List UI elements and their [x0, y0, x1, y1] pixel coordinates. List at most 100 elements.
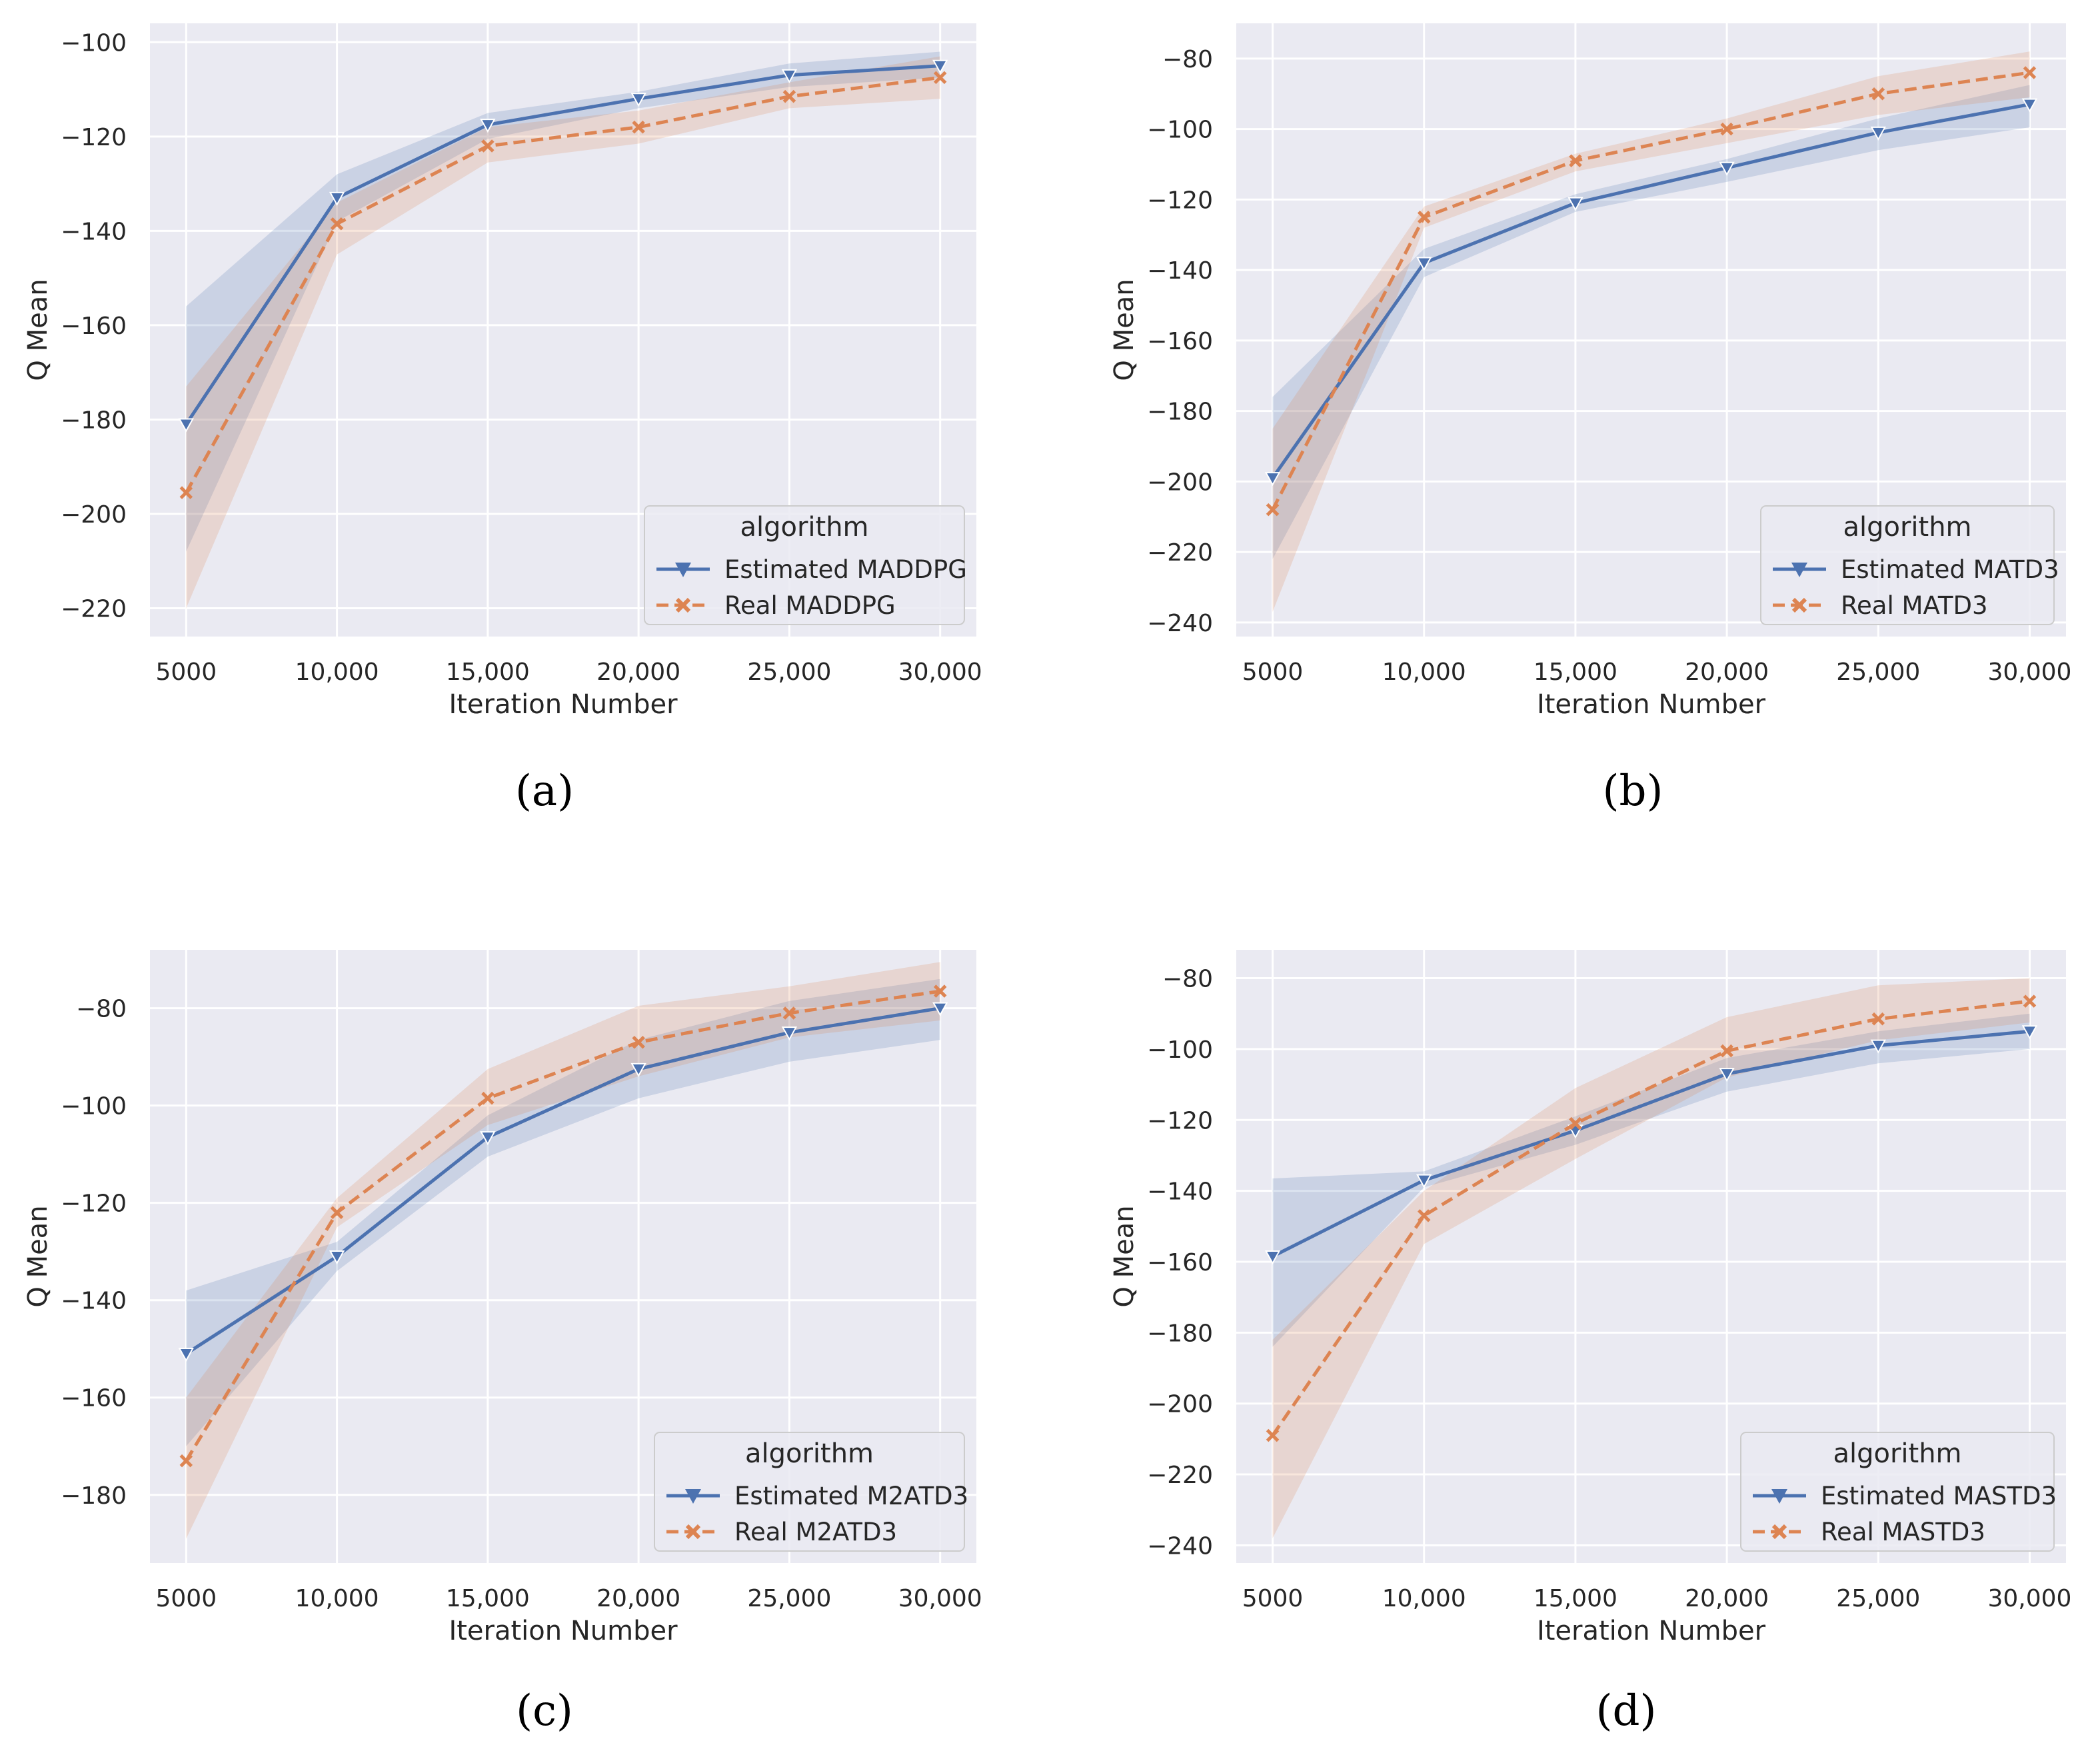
y-tick-label-d-0: −80 [1162, 966, 1213, 993]
legend-box-d [1740, 1432, 2055, 1552]
legend-box-c [654, 1432, 965, 1552]
y-tick-label-a-1: −120 [61, 124, 127, 151]
data-point-d-1-3 [1720, 1044, 1733, 1058]
data-point-b-0-3 [1719, 161, 1735, 176]
series-line-d-0 [1272, 1029, 2030, 1258]
y-tick-label-c-5: −180 [61, 1482, 127, 1510]
x-tick-label-b-0: 5000 [1242, 659, 1304, 686]
legend-label-c-1: Real M2ATD3 [734, 1518, 897, 1546]
x-axis-label-d: Iteration Number [1537, 1616, 1766, 1646]
data-point-d-1-4 [1871, 1012, 1885, 1026]
data-point-a-0-2 [480, 119, 496, 133]
legend-label-d-0: Estimated MASTD3 [1821, 1482, 2057, 1510]
legend-marker-d-0 [1771, 1489, 1787, 1504]
x-tick-label-c-5: 30,000 [898, 1585, 982, 1612]
legend-label-c-0: Estimated M2ATD3 [734, 1482, 968, 1510]
x-tick-label-c-1: 10,000 [295, 1585, 379, 1612]
legend-box-b [1760, 505, 2055, 625]
data-point-d-1-1 [1417, 1209, 1431, 1222]
chart-panel-a: −100 −120 −140 −160 −180 −200 −220 5000 10,000 15… [0, 0, 1050, 880]
x-tick-label-d-0: 5000 [1242, 1585, 1304, 1612]
x-tick-label-b-4: 25,000 [1836, 659, 1920, 686]
data-point-b-0-0 [1264, 472, 1281, 487]
data-point-d-0-1 [1416, 1174, 1432, 1188]
data-point-a-1-4 [782, 89, 796, 103]
y-tick-label-c-2: −120 [61, 1190, 127, 1218]
x-tick-label-a-5: 30,000 [898, 659, 982, 686]
legend-label-a-0: Estimated MADDPG [724, 555, 967, 584]
data-point-a-0-0 [178, 418, 195, 433]
data-point-d-1-0 [1266, 1428, 1280, 1442]
data-point-c-1-2 [481, 1091, 495, 1105]
legend-label-d-1: Real MASTD3 [1821, 1518, 1985, 1546]
legend-marker-d-1 [1771, 1524, 1787, 1540]
legend-title-c: algorithm [745, 1438, 874, 1469]
confidence-band-c-0 [186, 978, 940, 1446]
y-tick-label-a-2: −140 [61, 218, 127, 245]
legend-label-a-1: Real MADDPG [724, 591, 896, 620]
data-point-d-0-4 [1870, 1039, 1886, 1054]
x-axis-label-a: Iteration Number [449, 689, 678, 720]
caption-d: (d) [1595, 1686, 1657, 1736]
y-tick-label-b-5: −180 [1147, 399, 1213, 426]
x-axis-label-c: Iteration Number [449, 1616, 678, 1646]
caption-b: (b) [1602, 767, 1663, 816]
data-point-c-0-4 [781, 1026, 798, 1041]
x-tick-label-d-3: 20,000 [1685, 1585, 1769, 1612]
data-point-a-0-4 [781, 69, 798, 83]
confidence-band-a-1 [186, 56, 940, 609]
legend-box-a [644, 505, 965, 625]
data-point-c-1-3 [632, 1035, 645, 1049]
y-tick-label-d-3: −140 [1147, 1178, 1213, 1206]
chart-d-svg: −80 −100 −120 −140 −160 −180 −200 −220 −240 5000 1… [1109, 950, 2071, 1646]
y-tick-label-b-4: −160 [1147, 328, 1213, 355]
series-line-b-0 [1271, 103, 2030, 479]
y-tick-label-b-6: −200 [1147, 469, 1213, 496]
data-point-b-1-1 [1417, 211, 1431, 224]
data-point-b-0-5 [2021, 98, 2038, 113]
data-point-b-0-4 [1870, 126, 1886, 141]
data-point-c-1-0 [179, 1454, 193, 1468]
legend-marker-a-1 [675, 597, 691, 613]
y-tick-label-a-0: −100 [61, 29, 127, 57]
y-tick-label-d-5: −180 [1147, 1320, 1213, 1347]
y-tick-label-d-7: −220 [1147, 1462, 1213, 1489]
y-tick-label-d-1: −100 [1147, 1036, 1213, 1064]
y-tick-label-a-3: −160 [61, 313, 127, 340]
y-tick-label-c-1: −100 [61, 1093, 127, 1120]
y-axis-label-d: Q Mean [1109, 1205, 1140, 1307]
series-line-a-0 [185, 64, 940, 425]
y-tick-label-d-8: −240 [1147, 1532, 1213, 1560]
data-point-a-0-3 [630, 93, 646, 107]
legend-marker-b-1 [1791, 597, 1807, 613]
y-tick-label-b-1: −100 [1147, 117, 1213, 144]
x-tick-label-a-1: 10,000 [295, 659, 379, 686]
y-axis-label-b: Q Mean [1109, 279, 1140, 381]
x-tick-label-c-0: 5000 [155, 1585, 217, 1612]
x-tick-label-a-0: 5000 [155, 659, 217, 686]
y-tick-label-d-4: −160 [1147, 1249, 1213, 1276]
chart-panel-d: −80 −100 −120 −140 −160 −180 −200 −220 −240 5000 1… [1093, 926, 2100, 1760]
y-tick-label-d-6: −200 [1147, 1391, 1213, 1418]
data-point-a-0-5 [932, 59, 948, 74]
confidence-band-b-0 [1272, 85, 2030, 559]
legend-marker-a-0 [675, 563, 691, 577]
data-point-c-0-1 [329, 1250, 345, 1265]
legend-label-b-0: Estimated MATD3 [1841, 555, 2059, 584]
data-point-c-0-5 [932, 1002, 948, 1016]
x-tick-label-a-4: 25,000 [747, 659, 831, 686]
data-point-a-1-5 [933, 71, 947, 85]
data-point-a-1-3 [632, 120, 645, 134]
x-tick-label-a-3: 20,000 [596, 659, 680, 686]
data-point-c-1-4 [782, 1006, 796, 1020]
data-point-c-0-2 [480, 1131, 496, 1146]
caption-c: (c) [516, 1686, 573, 1736]
x-tick-label-c-4: 25,000 [747, 1585, 831, 1612]
data-point-c-0-0 [178, 1348, 195, 1362]
y-tick-label-c-0: −80 [76, 996, 127, 1023]
caption-a: (a) [515, 767, 574, 816]
data-point-b-0-2 [1568, 197, 1583, 211]
y-tick-label-c-3: −140 [61, 1288, 127, 1315]
data-point-a-1-1 [330, 217, 344, 231]
data-point-b-1-4 [1871, 87, 1885, 101]
